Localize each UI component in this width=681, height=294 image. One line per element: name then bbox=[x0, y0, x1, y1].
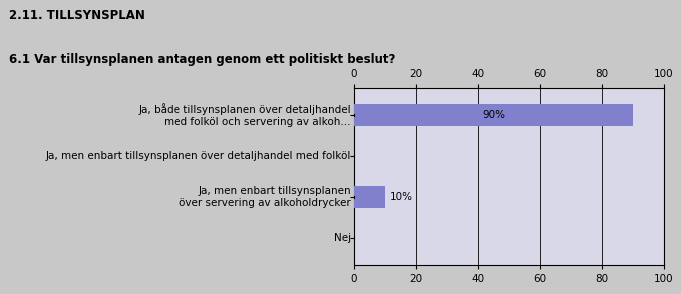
Text: 90%: 90% bbox=[482, 110, 505, 120]
Text: Ja, både tillsynsplanen över detaljhandel
med folköl och servering av alkoh...: Ja, både tillsynsplanen över detaljhande… bbox=[138, 103, 351, 127]
Text: Ja, men enbart tillsynsplanen över detaljhandel med folköl: Ja, men enbart tillsynsplanen över detal… bbox=[46, 151, 351, 161]
Text: 6.1 Var tillsynsplanen antagen genom ett politiskt beslut?: 6.1 Var tillsynsplanen antagen genom ett… bbox=[9, 53, 395, 66]
Text: Nej: Nej bbox=[334, 233, 351, 243]
Text: 2.11. TILLSYNSPLAN: 2.11. TILLSYNSPLAN bbox=[9, 9, 145, 22]
Bar bbox=[354, 186, 385, 208]
Bar bbox=[354, 103, 633, 126]
Text: Ja, men enbart tillsynsplanen
över servering av alkoholdrycker: Ja, men enbart tillsynsplanen över serve… bbox=[179, 186, 351, 208]
Text: 10%: 10% bbox=[390, 192, 413, 202]
